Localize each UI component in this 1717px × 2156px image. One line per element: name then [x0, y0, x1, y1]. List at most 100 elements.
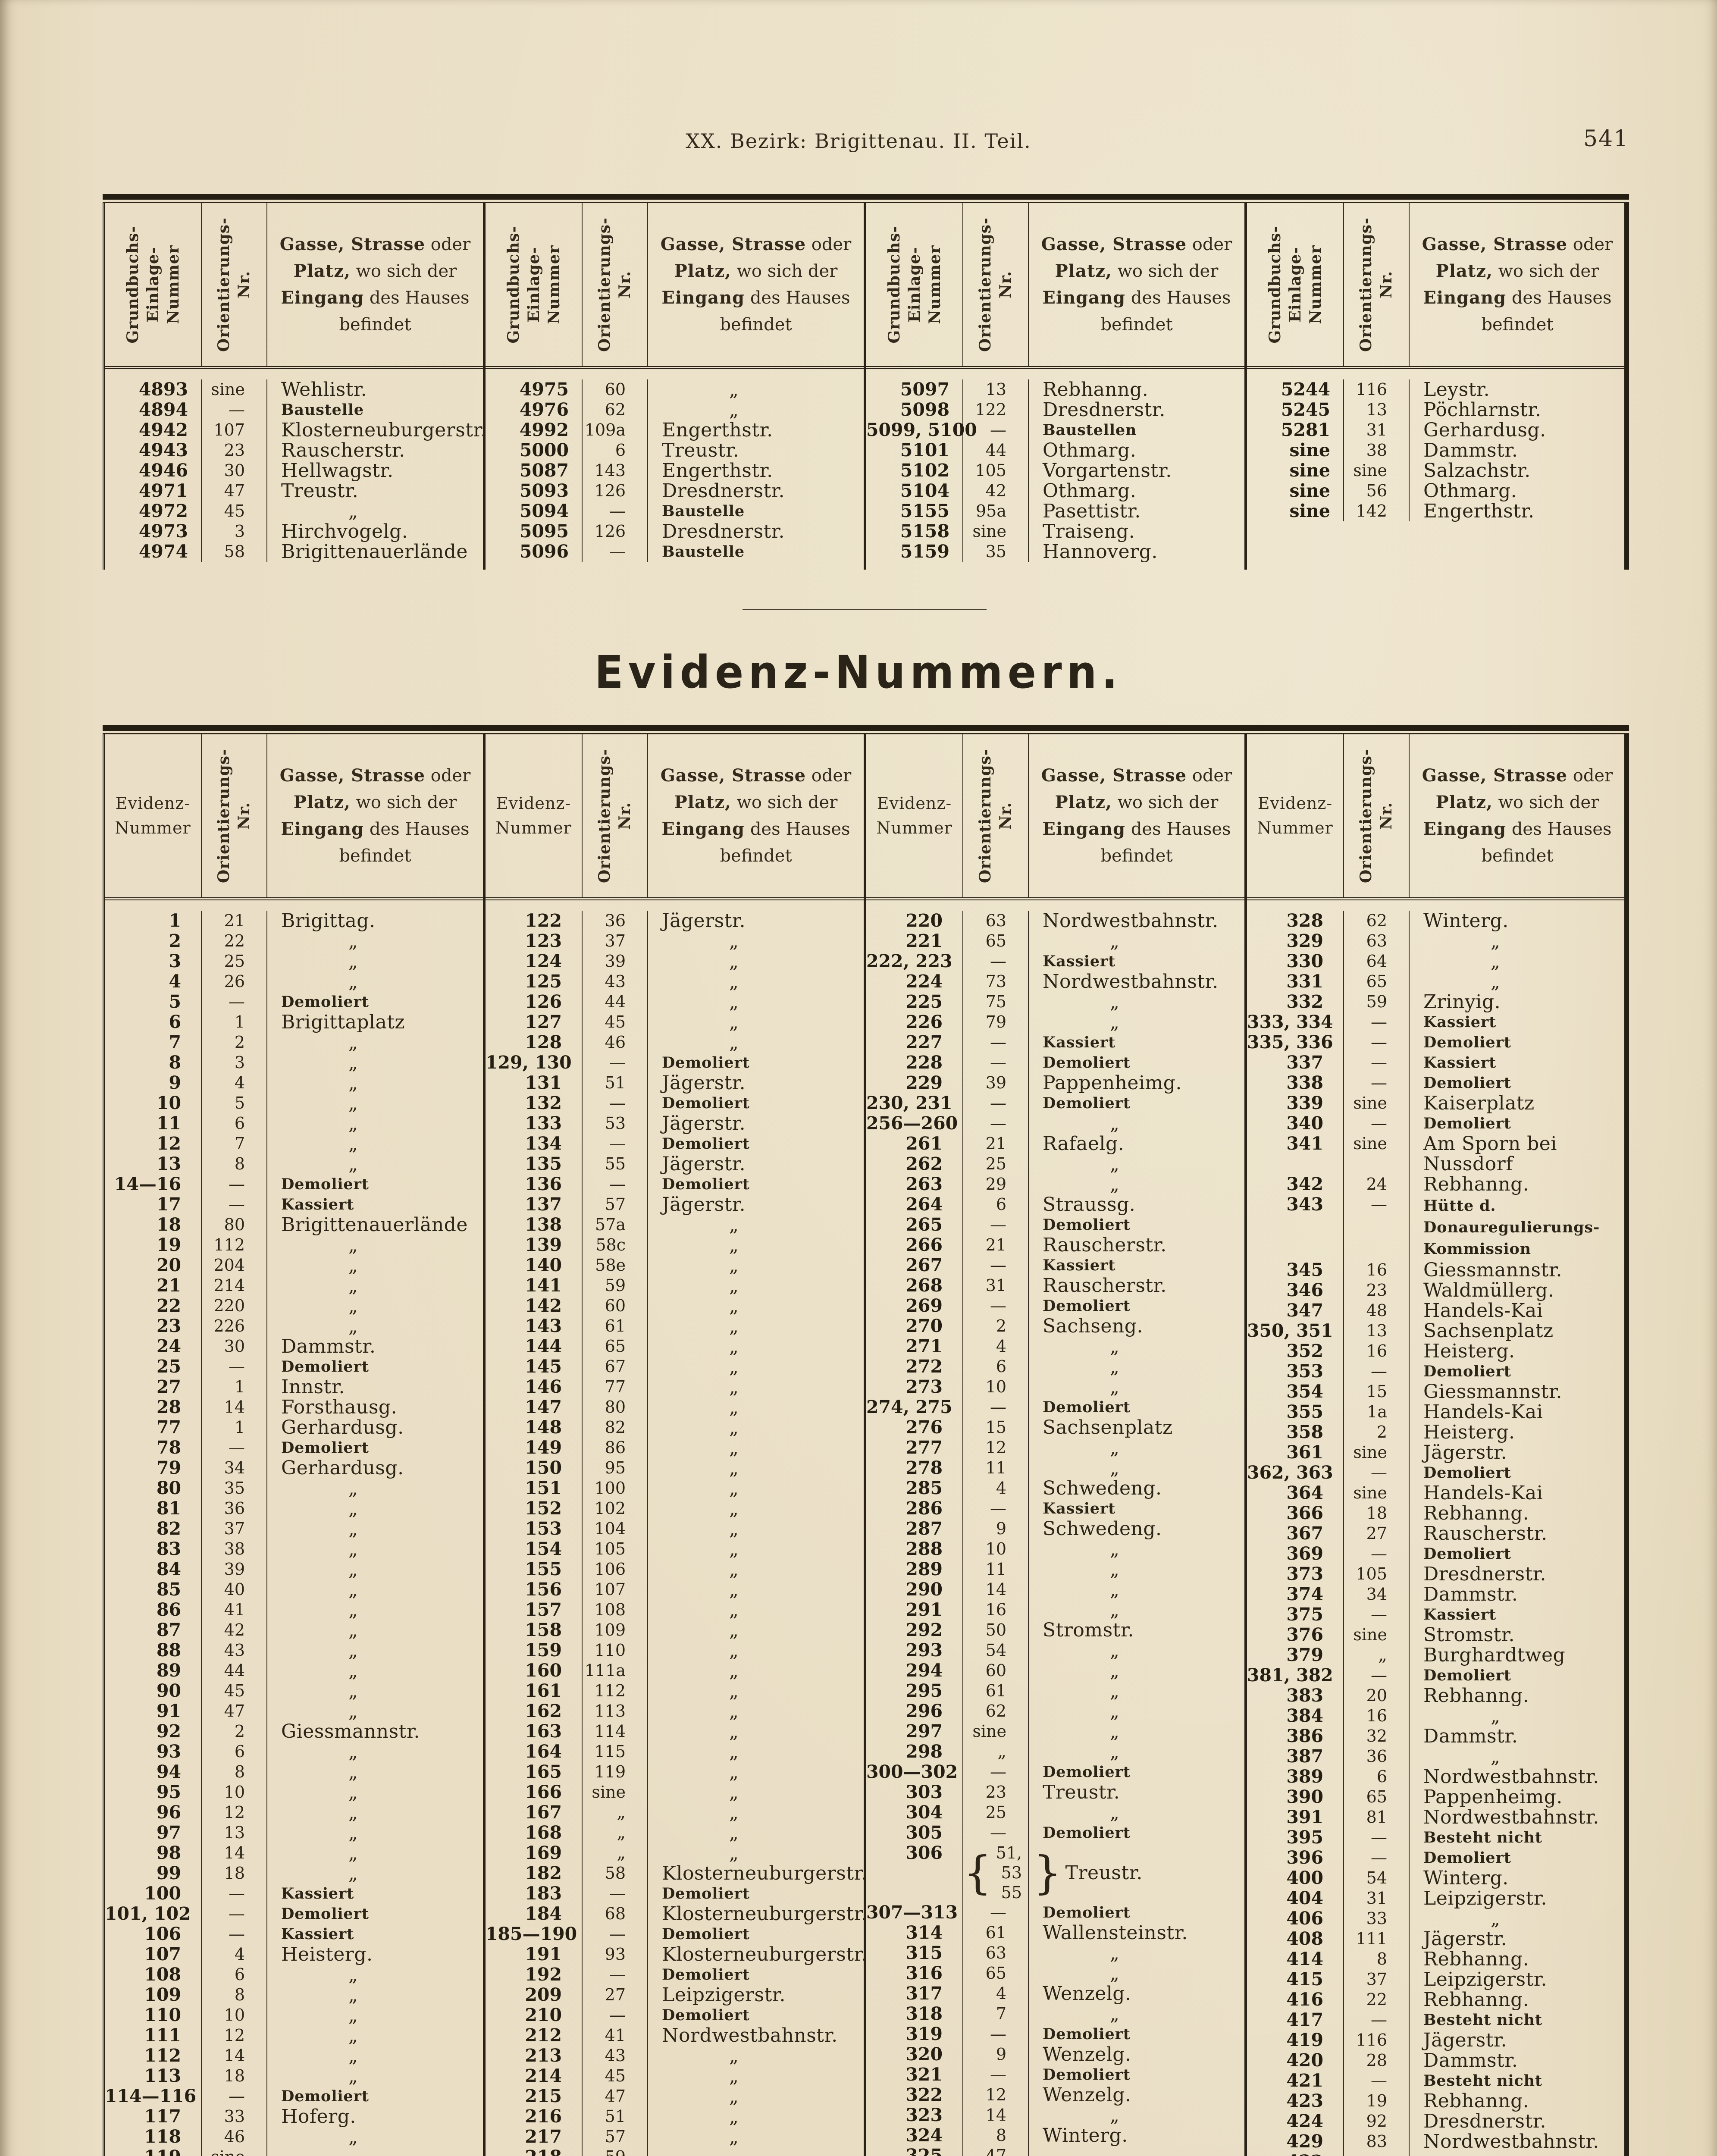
table-row: 24 30 Dammstr. — [105, 1336, 483, 1357]
cell-orientation: 60 — [583, 1296, 648, 1316]
cell-street: Baustelle — [662, 543, 745, 561]
cell-street: „ — [1110, 1599, 1120, 1620]
table-row: 288 10 „ — [866, 1539, 1244, 1559]
street-header-line: Gasse, Strasse oder — [1041, 234, 1232, 254]
cell-street: Hoferg. — [281, 2106, 356, 2128]
table-row: 5102 105 Vorgartenstr. — [866, 461, 1244, 481]
cell-orientation: 45 — [583, 1012, 648, 1032]
cell-street: Demoliert — [1043, 1094, 1131, 1112]
cell-orientation: 18 — [202, 2066, 267, 2086]
cell-orientation: — — [963, 1296, 1029, 1316]
table-row: 161 112 „ — [486, 1681, 864, 1701]
table-row: 79 34 Gerhardusg. — [105, 1458, 483, 1478]
cell-number: 80 — [105, 1478, 202, 1498]
table-top-rule — [103, 194, 1629, 203]
cell-number: 17 — [105, 1194, 202, 1215]
cell-street: „ — [348, 2045, 358, 2066]
cell-street: „ — [729, 1640, 739, 1661]
column-header-orientation: Orientierungs- Nr. — [583, 203, 648, 366]
table-row: 118 46 „ — [105, 2127, 483, 2147]
cell-number: 182 — [486, 1863, 583, 1883]
cell-number: 96 — [105, 1802, 202, 1823]
cell-orientation: 93 — [583, 1944, 648, 1965]
cell-number: 5096 — [486, 542, 583, 562]
cell-number: 224 — [866, 971, 963, 992]
cell-orientation: 47 — [963, 2146, 1029, 2156]
cell-orientation: sine — [1344, 461, 1410, 481]
cell-orientation: 107 — [202, 420, 267, 440]
column-header-orientation-label: Orientierungs- Nr. — [595, 217, 634, 352]
cell-street: Demoliert — [1423, 1034, 1511, 1051]
cell-orientation: — — [963, 1053, 1029, 1073]
cell-number: 161 — [486, 1681, 583, 1701]
cell-orientation: 86 — [583, 1438, 648, 1458]
cell-number: 408 — [1247, 1929, 1344, 1949]
cell-orientation: 65 — [583, 1336, 648, 1357]
cell-orientation: sine — [1344, 1134, 1410, 1174]
cell-street: Dammstr. — [1423, 1583, 1518, 1605]
cell-number: 4975 — [486, 379, 583, 400]
cell-street: Demoliert — [1043, 1763, 1131, 1781]
cell-street: „ — [348, 2065, 358, 2087]
cell-number: 140 — [486, 1255, 583, 1275]
cell-street: Schwedeng. — [1043, 1477, 1162, 1499]
cell-number: 81 — [105, 1498, 202, 1519]
column-header-street: Gasse, Strasse oder Platz, wo sich der Ein… — [1410, 734, 1625, 897]
cell-orientation: — — [1344, 1604, 1410, 1625]
table-row: 406 33 „ — [1247, 1908, 1625, 1929]
cell-orientation: 14 — [202, 1397, 267, 1417]
cell-orientation: 16 — [1344, 1706, 1410, 1726]
cell-number: 347 — [1247, 1300, 1344, 1321]
cell-number: 20 — [105, 1255, 202, 1275]
cell-street: „ — [729, 971, 739, 992]
cell-number: 143 — [486, 1316, 583, 1336]
cell-orientation: 65 — [1344, 1787, 1410, 1807]
table-row: 4972 45 „ — [105, 501, 483, 521]
cell-orientation: 45 — [583, 2066, 648, 2086]
cell-orientation: — — [963, 1032, 1029, 1053]
table-row: 158 109 „ — [486, 1620, 864, 1640]
table-row: 314 61 Wallensteinstr. — [866, 1923, 1244, 1943]
cell-number: 138 — [486, 1215, 583, 1235]
cell-street: „ — [729, 2045, 739, 2066]
street-header-line: Platz, wo sich der — [1435, 792, 1599, 812]
cell-street: „ — [1110, 1376, 1120, 1398]
cell-street: Kassiert — [1043, 1500, 1116, 1517]
cell-street: „ — [729, 1498, 739, 1519]
cell-orientation: 68 — [583, 1904, 648, 1924]
column-header-number-label: Evidenz- Nummer — [495, 794, 572, 837]
cell-street: Besteht nicht — [1423, 2072, 1542, 2090]
table-row: 168 „ „ — [486, 1823, 864, 1843]
cell-number: 423 — [1247, 2091, 1344, 2111]
cell-street: „ — [1110, 1012, 1120, 1033]
cell-orientation: 75 — [963, 992, 1029, 1012]
cell-street: Kassiert — [1423, 1606, 1497, 1623]
table-row: 129, 130— Demoliert — [486, 1053, 864, 1073]
table-row: 11 6 „ — [105, 1113, 483, 1134]
cell-street: Klosterneuburgerstr. — [281, 419, 487, 441]
cell-street: Burghardtweg — [1423, 1644, 1566, 1666]
table-row: 164 115 „ — [486, 1742, 864, 1762]
cell-number: 226 — [866, 1012, 963, 1032]
cell-street: „ — [1110, 1174, 1120, 1195]
cell-number: 4972 — [105, 501, 202, 521]
cell-street: „ — [348, 1093, 358, 1114]
cell-orientation: 109 — [583, 1620, 648, 1640]
cell-number: 14—16 — [105, 1174, 202, 1194]
street-header-line: Gasse, Strasse oder — [279, 765, 471, 786]
cell-orientation: 35 — [202, 1478, 267, 1498]
cell-street: „ — [348, 1802, 358, 1823]
cell-number: 306 — [866, 1843, 963, 1902]
table-row: 88 43 „ — [105, 1640, 483, 1661]
cell-orientation: 204 — [202, 1255, 267, 1275]
cell-orientation: 8 — [963, 2125, 1029, 2146]
cell-street: „ — [348, 1295, 358, 1316]
table-row: 95 10 „ — [105, 1782, 483, 1802]
cell-street: Schwedeng. — [1043, 1518, 1162, 1540]
cell-number: 82 — [105, 1519, 202, 1539]
cell-street: Dresdnerstr. — [1423, 2110, 1546, 2132]
cell-street: „ — [729, 1457, 739, 1479]
cell-street: „ — [1110, 1943, 1120, 1964]
cell-number: 137 — [486, 1194, 583, 1215]
table-row: 222, 223— Kassiert — [866, 951, 1244, 971]
